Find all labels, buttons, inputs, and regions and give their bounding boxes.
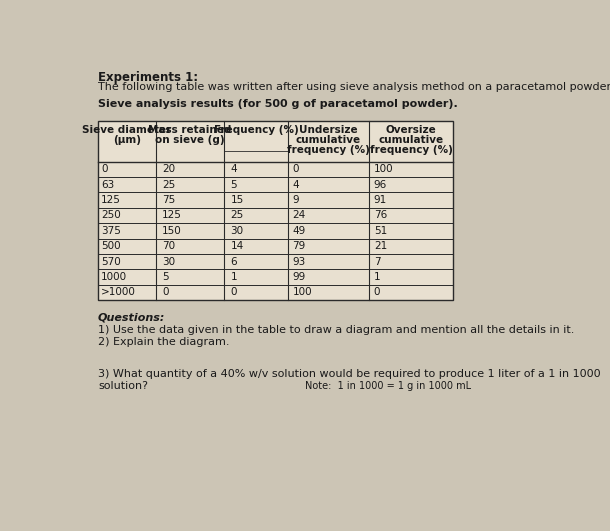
Text: 51: 51 <box>374 226 387 236</box>
Text: 125: 125 <box>101 195 121 205</box>
Text: 3) What quantity of a 40% w/v solution would be required to produce 1 liter of a: 3) What quantity of a 40% w/v solution w… <box>98 370 601 380</box>
Text: 63: 63 <box>101 179 114 190</box>
Text: Undersize: Undersize <box>299 125 358 135</box>
Text: 0: 0 <box>101 164 107 174</box>
Text: Questions:: Questions: <box>98 312 165 322</box>
Text: 100: 100 <box>292 287 312 297</box>
Text: 25: 25 <box>162 179 176 190</box>
Text: 375: 375 <box>101 226 121 236</box>
Text: 30: 30 <box>162 256 176 267</box>
Text: 4: 4 <box>231 164 237 174</box>
Text: 14: 14 <box>231 241 244 251</box>
Text: 99: 99 <box>292 272 306 282</box>
Text: 93: 93 <box>292 256 306 267</box>
Text: on sieve (g): on sieve (g) <box>156 135 225 145</box>
Text: >1000: >1000 <box>101 287 136 297</box>
Text: cumulative: cumulative <box>296 135 361 145</box>
Text: Sieve analysis results (for 500 g of paracetamol powder).: Sieve analysis results (for 500 g of par… <box>98 99 458 109</box>
Text: 5: 5 <box>231 179 237 190</box>
Text: 21: 21 <box>374 241 387 251</box>
Text: Oversize: Oversize <box>386 125 436 135</box>
Text: Frequency (%): Frequency (%) <box>214 125 298 135</box>
Text: Experiments 1:: Experiments 1: <box>98 72 198 84</box>
Text: 24: 24 <box>292 210 306 220</box>
Text: cumulative: cumulative <box>378 135 443 145</box>
Text: 4: 4 <box>292 179 299 190</box>
Text: 0: 0 <box>231 287 237 297</box>
Text: 15: 15 <box>231 195 244 205</box>
Text: 250: 250 <box>101 210 121 220</box>
Text: 100: 100 <box>374 164 393 174</box>
Text: 6: 6 <box>231 256 237 267</box>
Text: 49: 49 <box>292 226 306 236</box>
Text: 150: 150 <box>162 226 182 236</box>
Text: Note:  1 in 1000 = 1 g in 1000 mL: Note: 1 in 1000 = 1 g in 1000 mL <box>305 381 471 391</box>
Bar <box>98 122 453 300</box>
Text: 0: 0 <box>162 287 169 297</box>
Text: 1: 1 <box>374 272 381 282</box>
Text: 9: 9 <box>292 195 299 205</box>
Text: 79: 79 <box>292 241 306 251</box>
Text: 30: 30 <box>231 226 243 236</box>
Text: 570: 570 <box>101 256 121 267</box>
Text: 91: 91 <box>374 195 387 205</box>
Text: 70: 70 <box>162 241 176 251</box>
Text: 25: 25 <box>231 210 244 220</box>
Text: 5: 5 <box>162 272 169 282</box>
Text: 75: 75 <box>162 195 176 205</box>
Text: 76: 76 <box>374 210 387 220</box>
Text: (μm): (μm) <box>113 135 141 145</box>
Text: frequency (%): frequency (%) <box>370 145 453 156</box>
Text: 20: 20 <box>162 164 176 174</box>
Text: 1) Use the data given in the table to draw a diagram and mention all the details: 1) Use the data given in the table to dr… <box>98 325 575 335</box>
Text: 500: 500 <box>101 241 121 251</box>
Text: 1: 1 <box>231 272 237 282</box>
Text: Sieve diameter: Sieve diameter <box>82 125 171 135</box>
Text: The following table was written after using sieve analysis method on a paracetam: The following table was written after us… <box>98 82 610 92</box>
Text: 96: 96 <box>374 179 387 190</box>
Text: frequency (%): frequency (%) <box>287 145 370 156</box>
Text: 2) Explain the diagram.: 2) Explain the diagram. <box>98 337 229 347</box>
Text: 1000: 1000 <box>101 272 127 282</box>
Text: 0: 0 <box>292 164 299 174</box>
Text: 7: 7 <box>374 256 381 267</box>
Text: solution?: solution? <box>98 381 148 391</box>
Text: Mass retained: Mass retained <box>148 125 232 135</box>
Text: 0: 0 <box>374 287 381 297</box>
Text: 125: 125 <box>162 210 182 220</box>
Bar <box>98 122 453 300</box>
